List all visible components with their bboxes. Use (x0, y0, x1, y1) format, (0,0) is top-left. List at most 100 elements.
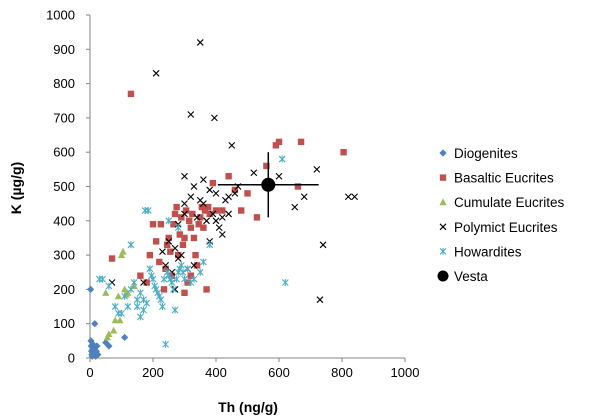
data-point (149, 275, 157, 283)
legend: Diogenites Basaltic Eucrites Cumulate Eucr… (437, 146, 565, 284)
data-point (182, 207, 190, 214)
legend-label: Howardites (454, 244, 522, 259)
data-point (94, 350, 102, 359)
data-point (144, 207, 152, 215)
data-point (174, 224, 182, 232)
legend-marker (439, 174, 447, 181)
data-point (173, 275, 181, 283)
data-point (189, 210, 196, 218)
data-point (124, 303, 132, 311)
legend-item: Basaltic Eucrites (439, 171, 554, 186)
data-point (218, 213, 226, 221)
data-point (173, 203, 180, 211)
data-point (244, 190, 251, 197)
data-point (231, 186, 239, 194)
data-point (215, 224, 223, 232)
y-axis-title: K (µg/g) (8, 162, 24, 214)
legend-label: Diogenites (454, 146, 518, 161)
series-howardites (96, 155, 289, 348)
legend-marker (439, 247, 447, 255)
x-tick-label: 800 (331, 365, 353, 380)
data-point (179, 241, 187, 249)
data-point (179, 268, 187, 276)
data-point (152, 238, 160, 245)
x-tick-labels: 0 200 400 600 800 1000 (86, 358, 419, 380)
data-point (201, 207, 209, 214)
data-point (99, 275, 106, 283)
legend-label: Basaltic Eucrites (454, 171, 554, 186)
data-point (165, 234, 172, 242)
data-point (212, 189, 220, 197)
data-point (351, 193, 358, 201)
data-point (117, 251, 126, 259)
data-point (162, 340, 169, 348)
data-point (165, 217, 173, 225)
data-point (171, 306, 179, 314)
data-point (319, 241, 327, 249)
data-point (184, 265, 192, 273)
data-point (137, 313, 144, 321)
data-point (193, 262, 201, 269)
data-point (91, 320, 99, 328)
series-cumulate-eucrites (102, 247, 138, 341)
y-tick-label: 200 (53, 282, 75, 297)
data-point (261, 177, 276, 192)
data-point (92, 352, 100, 360)
legend-marker (437, 270, 449, 282)
y-tick-label: 1000 (46, 8, 75, 23)
data-point (108, 255, 116, 262)
data-point (157, 221, 165, 228)
data-point (170, 221, 177, 228)
data-point (197, 214, 204, 221)
legend-item: Howardites (439, 244, 522, 259)
data-point (171, 244, 179, 252)
legend-marker (439, 223, 447, 231)
y-tick-labels: 0 100 200 300 400 500 600 700 800 900 1000 (46, 8, 90, 366)
data-point (137, 272, 144, 279)
data-point (121, 292, 129, 300)
data-point (209, 210, 217, 218)
data-point (162, 262, 169, 269)
data-point (250, 169, 258, 177)
y-tick-label: 300 (53, 248, 75, 263)
data-point (162, 265, 169, 273)
legend-item: Diogenites (439, 146, 518, 161)
data-point (281, 279, 289, 287)
data-point (157, 296, 165, 304)
legend-item: Polymict Eucrites (439, 220, 558, 235)
data-point (110, 326, 118, 334)
data-point (209, 179, 217, 187)
legend-item: Vesta (437, 269, 488, 284)
data-point (190, 234, 198, 242)
x-tick-label: 1000 (391, 365, 420, 380)
data-point (87, 285, 95, 293)
data-point (152, 69, 160, 77)
data-point (119, 247, 127, 255)
data-point (238, 207, 245, 214)
data-point (159, 303, 166, 311)
y-tick-label: 0 (68, 351, 75, 366)
data-point (313, 165, 321, 173)
data-point (192, 251, 199, 259)
data-point (300, 193, 308, 201)
data-point (159, 248, 166, 256)
data-point (140, 306, 147, 314)
data-point (141, 207, 149, 215)
data-point (114, 292, 122, 300)
data-point (228, 141, 236, 149)
data-point (181, 172, 188, 180)
data-point (124, 289, 132, 296)
legend-label: Polymict Eucrites (454, 220, 558, 235)
plot-area (87, 39, 358, 360)
data-point (133, 303, 141, 311)
data-point (203, 217, 210, 225)
x-tick-label: 0 (86, 365, 93, 380)
data-point (198, 203, 206, 211)
data-point (219, 207, 226, 214)
data-point (140, 279, 147, 286)
data-point (193, 213, 201, 221)
data-point (93, 342, 101, 350)
data-point (167, 248, 174, 255)
y-tick-label: 500 (53, 179, 75, 194)
